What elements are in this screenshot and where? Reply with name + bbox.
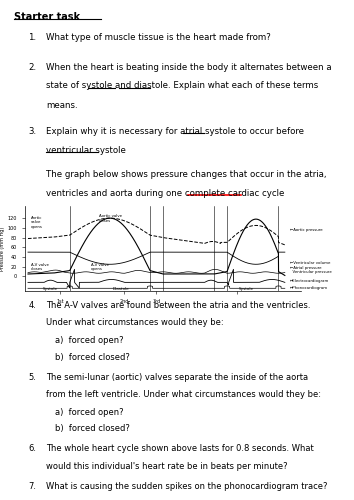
Text: Diastole: Diastole bbox=[113, 286, 130, 290]
Text: Systole: Systole bbox=[43, 286, 58, 290]
Text: The A-V valves are found between the atria and the ventricles.: The A-V valves are found between the atr… bbox=[46, 301, 310, 310]
Text: Starter task: Starter task bbox=[14, 12, 80, 22]
Text: 4.: 4. bbox=[28, 301, 36, 310]
Text: ventricles and aorta during one complete cardiac cycle: ventricles and aorta during one complete… bbox=[46, 188, 284, 198]
Text: 7.: 7. bbox=[28, 482, 36, 490]
Text: The whole heart cycle shown above lasts for 0.8 seconds. What: The whole heart cycle shown above lasts … bbox=[46, 444, 314, 454]
Text: What type of muscle tissue is the heart made from?: What type of muscle tissue is the heart … bbox=[46, 32, 271, 42]
Text: Systole: Systole bbox=[239, 286, 254, 290]
Text: The semi-lunar (aortic) valves separate the inside of the aorta: The semi-lunar (aortic) valves separate … bbox=[46, 372, 308, 382]
Text: b)  forced closed?: b) forced closed? bbox=[55, 424, 130, 434]
Text: 1.: 1. bbox=[28, 32, 36, 42]
Y-axis label: Pressure (mm Hg): Pressure (mm Hg) bbox=[0, 226, 5, 270]
Text: What is causing the sudden spikes on the phonocardiogram trace?: What is causing the sudden spikes on the… bbox=[46, 482, 327, 490]
Text: 2.: 2. bbox=[28, 62, 36, 72]
Text: means.: means. bbox=[46, 100, 78, 110]
Text: ←Ventricular volume: ←Ventricular volume bbox=[290, 261, 330, 265]
Text: ←Aortic pressure: ←Aortic pressure bbox=[290, 228, 322, 232]
Text: from the left ventricle. Under what circumstances would they be:: from the left ventricle. Under what circ… bbox=[46, 390, 321, 399]
Text: ←Atrial pressure
  Ventricular pressure: ←Atrial pressure Ventricular pressure bbox=[290, 266, 331, 274]
Text: A-V valve
closes: A-V valve closes bbox=[31, 263, 49, 272]
Text: The graph below shows pressure changes that occur in the atria,: The graph below shows pressure changes t… bbox=[46, 170, 326, 178]
Text: a)  forced open?: a) forced open? bbox=[55, 336, 124, 345]
Text: a)  forced open?: a) forced open? bbox=[55, 408, 124, 416]
Text: When the heart is beating inside the body it alternates between a: When the heart is beating inside the bod… bbox=[46, 62, 332, 72]
Text: b)  forced closed?: b) forced closed? bbox=[55, 352, 130, 362]
Text: ←Electrocardiogram: ←Electrocardiogram bbox=[290, 280, 329, 283]
Text: would this individual's heart rate be in beats per minute?: would this individual's heart rate be in… bbox=[46, 462, 288, 470]
Text: ventricular systole: ventricular systole bbox=[46, 146, 126, 154]
Text: ←Phonocardiogram: ←Phonocardiogram bbox=[290, 286, 328, 290]
Text: 6.: 6. bbox=[28, 444, 36, 454]
Text: Aortic
valve
opens: Aortic valve opens bbox=[31, 216, 43, 229]
Text: Under what circumstances would they be:: Under what circumstances would they be: bbox=[46, 318, 224, 328]
Text: 5.: 5. bbox=[28, 372, 36, 382]
Text: state of systole and diastole. Explain what each of these terms: state of systole and diastole. Explain w… bbox=[46, 82, 318, 90]
Text: A-V valve
opens: A-V valve opens bbox=[91, 263, 108, 272]
Text: Explain why it is necessary for atrial systole to occur before: Explain why it is necessary for atrial s… bbox=[46, 126, 304, 136]
Text: Aortic valve
closes: Aortic valve closes bbox=[99, 214, 122, 223]
Text: 3.: 3. bbox=[28, 126, 36, 136]
